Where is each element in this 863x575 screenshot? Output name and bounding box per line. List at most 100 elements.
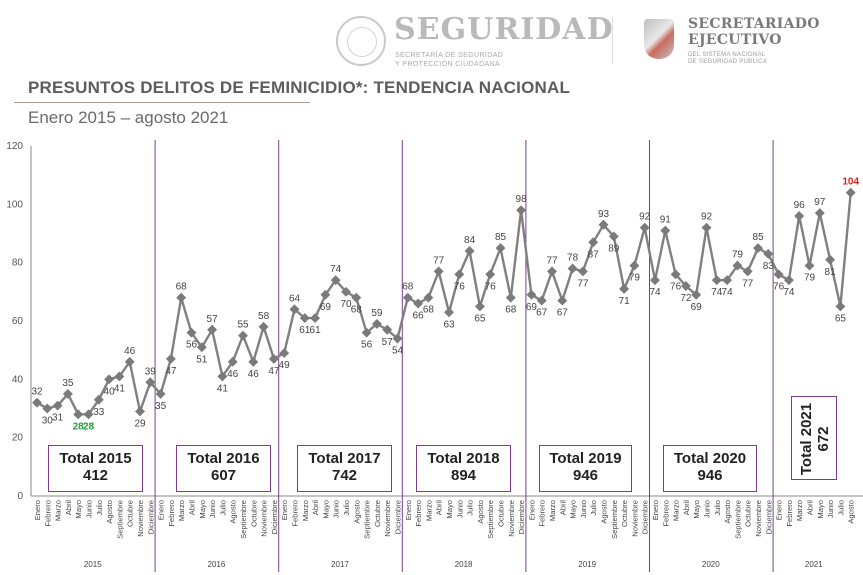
- month-tick-label: Diciembre: [146, 500, 155, 534]
- data-point: [505, 292, 516, 303]
- month-tick-label: Junio: [208, 500, 217, 518]
- data-label: 79: [629, 273, 641, 284]
- total-label: Total 2020: [673, 450, 747, 467]
- data-label: 76: [485, 281, 497, 292]
- data-label: 96: [794, 200, 806, 211]
- data-point: [742, 266, 753, 277]
- month-tick-label: Junio: [455, 500, 464, 518]
- month-tick-label: Abril: [435, 500, 444, 516]
- data-point: [238, 330, 248, 341]
- data-label: 93: [598, 209, 610, 220]
- total-label: Total 2015: [59, 450, 132, 467]
- y-tick-label: 60: [12, 316, 24, 327]
- data-label: 85: [495, 232, 507, 243]
- data-label: 31: [52, 413, 64, 424]
- y-tick-label: 0: [17, 491, 23, 502]
- total-value: 672: [815, 426, 832, 452]
- data-point: [32, 397, 42, 408]
- data-point: [485, 269, 496, 280]
- data-label: 46: [248, 369, 260, 380]
- data-label: 54: [392, 346, 404, 357]
- total-label: Total 2016: [187, 450, 260, 467]
- data-point: [588, 237, 599, 248]
- month-tick-label: Marzo: [672, 500, 681, 521]
- total-label: Total 2021: [798, 402, 815, 476]
- month-tick-label: Diciembre: [517, 500, 526, 534]
- month-tick-label: Julio: [342, 500, 351, 516]
- month-tick-label: Enero: [157, 500, 166, 520]
- data-label: 57: [207, 314, 219, 325]
- month-tick-label: Febrero: [785, 500, 794, 527]
- total-box-2018: Total 2018 894: [416, 445, 511, 492]
- data-label: 56: [186, 340, 198, 351]
- data-label: 92: [701, 212, 713, 223]
- data-label: 64: [289, 293, 301, 304]
- data-point: [330, 275, 341, 286]
- data-label: 51: [196, 354, 208, 365]
- month-tick-label: Agosto: [847, 500, 856, 524]
- data-label: 91: [660, 215, 672, 226]
- total-box-2021: Total 2021 672: [791, 396, 837, 480]
- total-box-2019: Total 2019 946: [539, 445, 632, 492]
- chart-title: PRESUNTOS DELITOS DE FEMINICIDIO*: TENDE…: [28, 78, 571, 97]
- data-label: 68: [176, 282, 188, 293]
- data-label: 28: [73, 421, 85, 432]
- month-tick-label: Febrero: [291, 500, 300, 527]
- month-tick-label: Junio: [826, 500, 835, 518]
- brand-seguridad-subtitle: SECRETARÍA DE SEGURIDAD Y PROTECCIÓN CIU…: [395, 52, 504, 68]
- data-label: 81: [825, 267, 837, 278]
- header-divider: [612, 18, 613, 64]
- month-tick-label: Abril: [64, 500, 73, 516]
- data-label: 76: [773, 281, 785, 292]
- month-tick-label: Septiembre: [610, 500, 619, 539]
- data-label: 77: [577, 278, 589, 289]
- month-tick-label: Octubre: [373, 500, 382, 527]
- data-label: 68: [423, 305, 435, 316]
- month-tick-label: Abril: [682, 500, 691, 516]
- data-point: [227, 356, 238, 367]
- data-point: [711, 275, 722, 286]
- data-point: [73, 409, 84, 420]
- month-tick-label: Mayo: [445, 500, 454, 519]
- data-point: [629, 260, 640, 271]
- month-tick-label: Junio: [85, 500, 94, 518]
- data-point: [722, 275, 733, 286]
- data-point: [536, 295, 547, 306]
- data-label: 69: [320, 302, 332, 313]
- data-point: [433, 266, 444, 277]
- data-label: 61: [310, 325, 322, 336]
- month-tick-label: Septiembre: [486, 500, 495, 539]
- month-tick-label: Febrero: [538, 500, 547, 527]
- data-label: 77: [546, 255, 558, 266]
- series-line: [36, 192, 852, 416]
- month-tick-label: Diciembre: [270, 500, 279, 534]
- data-label: 74: [722, 287, 734, 298]
- data-point: [217, 371, 228, 382]
- month-tick-label: Agosto: [476, 500, 485, 524]
- data-point: [289, 304, 300, 315]
- data-label: 63: [443, 319, 455, 330]
- data-label: 76: [670, 281, 682, 292]
- data-label: 40: [104, 386, 116, 397]
- month-tick-label: Noviembre: [630, 500, 639, 537]
- data-label: 33: [93, 407, 105, 418]
- data-point: [165, 353, 176, 364]
- data-label: 32: [31, 387, 43, 398]
- month-tick-label: Julio: [466, 500, 475, 516]
- data-label: 41: [217, 383, 229, 394]
- month-tick-label: Agosto: [105, 500, 114, 524]
- data-point: [619, 283, 630, 294]
- data-point: [104, 374, 115, 385]
- data-label: 70: [340, 299, 352, 310]
- data-point: [155, 388, 166, 399]
- month-tick-label: Marzo: [54, 500, 63, 521]
- data-label: 69: [691, 302, 703, 313]
- data-label: 78: [567, 253, 579, 264]
- data-label: 71: [619, 296, 631, 307]
- data-label: 74: [330, 264, 342, 275]
- data-point: [382, 324, 393, 335]
- total-label: Total 2019: [549, 450, 622, 467]
- data-label: 57: [382, 337, 394, 348]
- month-tick-label: Marzo: [548, 500, 557, 521]
